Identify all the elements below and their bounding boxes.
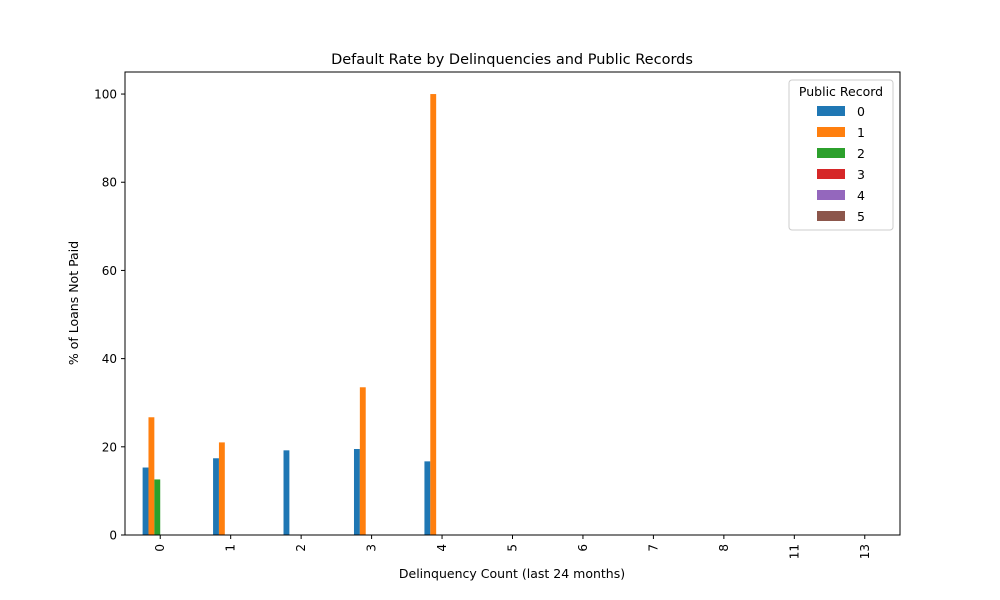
- bars-group: [142, 94, 437, 536]
- x-axis-label: Delinquency Count (last 24 months): [399, 566, 625, 581]
- y-axis-label: % of Loans Not Paid: [66, 241, 81, 365]
- bar-delinq-4-pubrec-1: [430, 94, 437, 536]
- x-tick-label: 7: [646, 544, 660, 552]
- y-tick-label: 60: [102, 264, 117, 278]
- x-tick-label: 8: [717, 544, 731, 552]
- legend-swatch-pubrec-4: [817, 190, 845, 200]
- bar-delinq-0-pubrec-2: [154, 479, 161, 535]
- legend-items: 0 1 2 3 4 5: [817, 104, 865, 224]
- y-axis-ticks: 0 20 40 60 80 100: [94, 88, 125, 543]
- legend: Public Record 0 1 2 3 4 5: [788, 79, 894, 231]
- legend-label-pubrec-0: 0: [857, 104, 865, 119]
- bar-delinq-1-pubrec-1: [218, 442, 225, 535]
- bar-delinq-3-pubrec-0: [353, 449, 360, 535]
- legend-swatch-pubrec-0: [817, 106, 845, 116]
- legend-label-pubrec-4: 4: [857, 188, 865, 203]
- bar-delinq-2-pubrec-0: [283, 450, 290, 535]
- bar-delinq-4-pubrec-0: [424, 461, 431, 535]
- legend-swatch-pubrec-5: [817, 211, 845, 221]
- legend-swatch-pubrec-2: [817, 148, 845, 158]
- x-axis-ticks: 0 1 2 3 4 5 6 7 8 11 13: [153, 535, 872, 559]
- x-tick-label: 3: [365, 544, 379, 552]
- x-tick-label: 6: [576, 544, 590, 552]
- chart-title: Default Rate by Delinquencies and Public…: [331, 52, 693, 68]
- x-tick-label: 5: [506, 544, 520, 552]
- y-tick-label: 20: [102, 440, 117, 454]
- y-tick-label: 100: [94, 88, 117, 102]
- x-tick-label: 0: [153, 544, 167, 552]
- legend-label-pubrec-1: 1: [857, 125, 865, 140]
- legend-swatch-pubrec-1: [817, 127, 845, 137]
- bar-delinq-3-pubrec-1: [359, 387, 366, 535]
- x-tick-label: 13: [858, 544, 872, 559]
- legend-label-pubrec-3: 3: [857, 167, 865, 182]
- legend-title: Public Record: [799, 84, 883, 99]
- y-tick-label: 0: [109, 529, 117, 543]
- x-tick-label: 4: [435, 544, 449, 552]
- y-tick-label: 80: [102, 176, 117, 190]
- legend-label-pubrec-5: 5: [857, 209, 865, 224]
- bar-delinq-1-pubrec-0: [213, 458, 219, 535]
- legend-label-pubrec-2: 2: [857, 146, 865, 161]
- x-tick-label: 1: [224, 544, 238, 552]
- bar-delinq-0-pubrec-1: [148, 417, 155, 535]
- bar-delinq-0-pubrec-0: [142, 467, 149, 535]
- y-tick-label: 40: [102, 352, 117, 366]
- x-tick-label: 11: [787, 544, 801, 559]
- x-tick-label: 2: [294, 544, 308, 552]
- plot-area-frame: [124, 71, 901, 536]
- legend-swatch-pubrec-3: [817, 169, 845, 179]
